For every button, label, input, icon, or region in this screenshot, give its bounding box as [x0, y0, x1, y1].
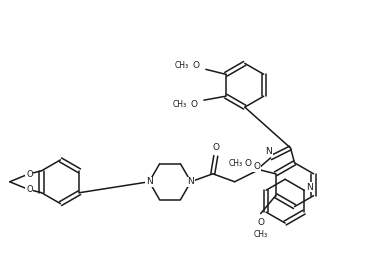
Text: N: N [146, 177, 153, 186]
Text: O: O [26, 170, 33, 178]
Text: CH₃: CH₃ [254, 230, 268, 239]
Text: O: O [257, 218, 264, 227]
Text: CH₃: CH₃ [175, 61, 189, 70]
Text: O: O [26, 185, 33, 194]
Text: CH₃: CH₃ [173, 100, 187, 109]
Text: N: N [306, 183, 312, 192]
Text: O: O [244, 159, 251, 168]
Text: O: O [212, 143, 219, 153]
Text: O: O [192, 61, 199, 70]
Text: O: O [253, 162, 260, 171]
Text: N: N [188, 177, 194, 186]
Text: N: N [265, 147, 272, 156]
Text: O: O [190, 100, 197, 109]
Text: CH₃: CH₃ [229, 159, 243, 168]
